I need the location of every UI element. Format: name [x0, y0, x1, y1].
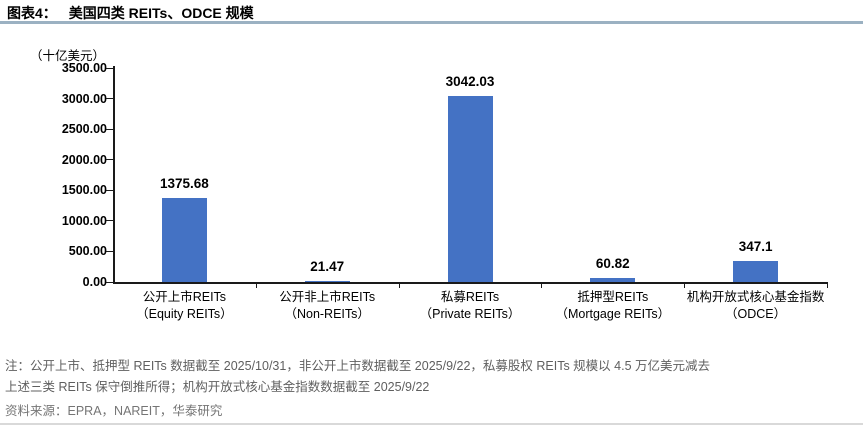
bar: [447, 96, 493, 282]
y-tick-label: 1500.00: [61, 183, 107, 198]
chart-title: 图表4： 美国四类 REITs、ODCE 规模: [7, 3, 254, 23]
y-axis-tick: [106, 281, 113, 283]
y-tick-label: 2500.00: [61, 122, 107, 137]
x-category-label: 公开非上市REITs （Non-REITs）: [256, 289, 399, 323]
bar-chart: （十亿美元） 3500.00 3000.00 2500.00 2000.00 1500.…: [30, 49, 828, 323]
x-axis-tick: [398, 283, 400, 288]
bar-value-label: 347.1: [738, 238, 773, 254]
y-axis-tick: [106, 98, 113, 100]
footnote-line-2: 上述三类 REITs 保守倒推所得；机构开放式核心基金指数数据截至 2025/9…: [5, 380, 430, 394]
data-source-text: 资料来源：EPRA，NAREIT，华泰研究: [5, 404, 223, 418]
x-category-label-en: （Mortgage REITs）: [555, 307, 671, 321]
x-category-label-zh: 公开上市REITs: [142, 290, 227, 304]
bar-value-label: 21.47: [310, 258, 345, 274]
x-category-label-zh: 公开非上市REITs: [279, 290, 376, 304]
x-category-label-en: （Non-REITs）: [284, 307, 370, 321]
bar: [161, 197, 207, 282]
bar-value-label: 1375.68: [159, 175, 209, 191]
x-category-label: 公开上市REITs （Equity REITs）: [113, 289, 256, 323]
y-tick-label: 1000.00: [61, 213, 107, 228]
y-axis-tick: [106, 128, 113, 130]
y-tick-label: 0.00: [82, 275, 107, 289]
bar-value-label: 60.82: [595, 256, 630, 272]
y-axis-tick: [106, 189, 113, 191]
y-axis-unit-label: （十亿美元）: [30, 49, 106, 63]
x-category-label: 抵押型REITs （Mortgage REITs）: [541, 289, 684, 323]
x-category-label-en: （Equity REITs）: [136, 307, 233, 321]
y-axis-line: [113, 66, 115, 283]
x-axis-line: [113, 282, 828, 284]
y-axis-tick: [106, 250, 113, 252]
bar: [733, 260, 779, 282]
x-axis-tick: [255, 283, 257, 288]
x-category-label-en: （ODCE）: [725, 307, 787, 321]
title-divider: [0, 21, 863, 24]
y-tick-label: 2000.00: [61, 152, 107, 167]
x-category-label-zh: 机构开放式核心基金指数: [686, 290, 825, 304]
x-category-label: 机构开放式核心基金指数 （ODCE）: [684, 289, 827, 323]
bar: [304, 280, 350, 282]
footnote-line-1: 注：公开上市、抵押型 REITs 数据截至 2025/10/31，非公开上市数据…: [5, 359, 711, 373]
x-category-label-en: （Private REITs）: [419, 307, 521, 321]
y-tick-label: 500.00: [68, 244, 107, 259]
chart-title-text: 美国四类 REITs、ODCE 规模: [68, 5, 254, 21]
x-category-label-zh: 私募REITs: [440, 290, 500, 304]
y-tick-label: 3500.00: [61, 61, 107, 75]
chart-title-label: 图表4：: [7, 5, 57, 21]
bar: [590, 278, 636, 282]
y-axis-tick: [106, 67, 113, 69]
y-tick-label: 3000.00: [61, 91, 107, 106]
bar-value-label: 3042.03: [445, 74, 495, 89]
chart-footnote: 注：公开上市、抵押型 REITs 数据截至 2025/10/31，非公开上市数据…: [5, 356, 858, 398]
y-axis-tick: [106, 159, 113, 161]
x-axis-tick: [827, 283, 828, 288]
x-axis-tick: [541, 283, 543, 288]
x-category-label: 私募REITs （Private REITs）: [399, 289, 542, 323]
x-category-label-zh: 抵押型REITs: [577, 290, 649, 304]
x-axis-tick: [684, 283, 686, 288]
bottom-divider: [0, 423, 863, 425]
y-axis-tick: [106, 220, 113, 222]
